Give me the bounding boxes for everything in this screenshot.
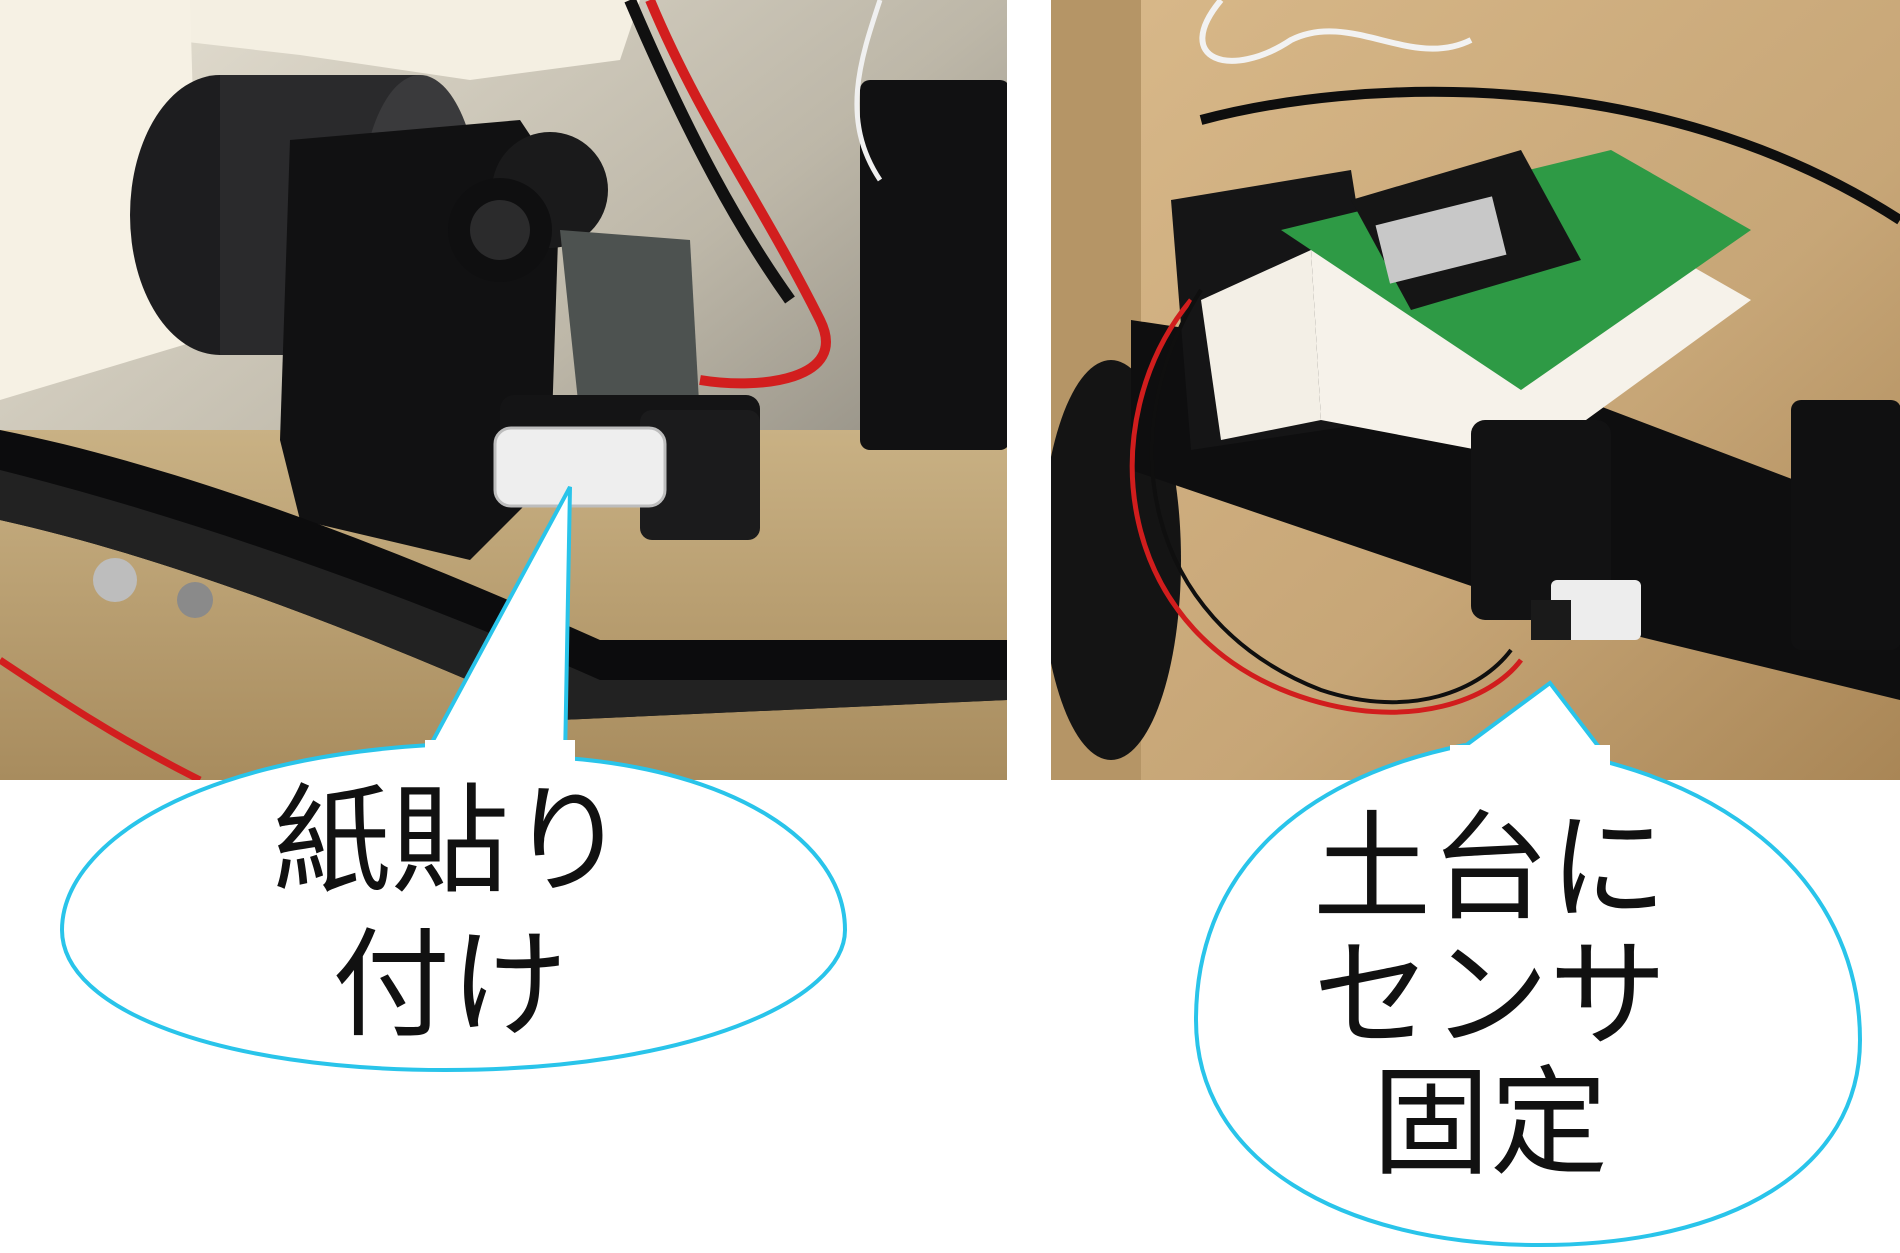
left-photo <box>0 0 1007 780</box>
left-callout-text: 紙貼り 付け <box>272 772 627 1054</box>
right-callout-text: 土台に センサ 固定 <box>1312 799 1667 1192</box>
left-photo-illustration <box>0 0 1007 780</box>
right-photo-illustration <box>1051 0 1900 780</box>
right-photo <box>1051 0 1900 780</box>
